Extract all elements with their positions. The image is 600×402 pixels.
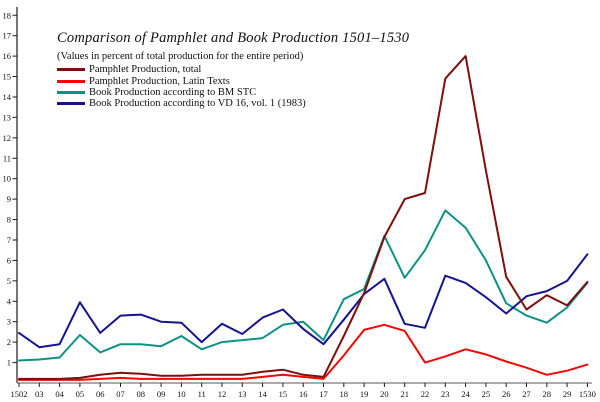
- legend-item: Book Production according to BM STC: [57, 87, 306, 98]
- x-tick-label: 19: [360, 389, 369, 399]
- x-tick-label: 28: [543, 389, 552, 399]
- x-tick-label: 15: [279, 389, 288, 399]
- y-tick-label: 11: [3, 153, 11, 163]
- x-tick-label: 21: [400, 389, 409, 399]
- y-tick-label: 13: [3, 112, 12, 122]
- x-tick-label: 27: [522, 389, 531, 399]
- legend-label: Pamphlet Production, Latin Texts: [89, 75, 230, 87]
- x-tick-label: 1502: [11, 389, 28, 399]
- x-tick-label: 20: [380, 389, 389, 399]
- y-tick-label: 9: [7, 194, 11, 204]
- x-tick-label: 23: [441, 389, 450, 399]
- x-tick-label: 07: [116, 389, 125, 399]
- x-tick-label: 22: [421, 389, 430, 399]
- legend-swatch: [57, 90, 85, 94]
- legend: Pamphlet Production, total Pamphlet Produ…: [57, 64, 306, 110]
- y-tick-label: 4: [7, 296, 12, 306]
- y-tick-label: 1: [7, 358, 11, 368]
- y-tick-label: 18: [3, 10, 12, 20]
- y-tick-label: 12: [3, 133, 12, 143]
- x-tick-label: 1530: [579, 389, 596, 399]
- x-tick-label: 13: [238, 389, 247, 399]
- x-tick-label: 06: [96, 389, 105, 399]
- x-tick-label: 26: [502, 389, 511, 399]
- x-tick-label: 05: [76, 389, 85, 399]
- x-tick-label: 04: [55, 389, 64, 399]
- x-tick-label: 24: [461, 389, 470, 399]
- x-tick-label: 18: [340, 389, 349, 399]
- y-tick-label: 5: [7, 276, 11, 286]
- series-line-pamphlet-production-latin-texts: [18, 323, 589, 381]
- legend-label: Book Production according to VD 16, vol.…: [89, 98, 306, 110]
- x-tick-label: 29: [563, 389, 572, 399]
- y-tick-label: 6: [7, 255, 11, 265]
- legend-item: Pamphlet Production, Latin Texts: [57, 75, 306, 87]
- series-line-book-production-according-to-bm-stc: [18, 209, 589, 362]
- y-tick-label: 8: [7, 215, 11, 225]
- y-tick-label: 2: [7, 337, 11, 347]
- legend-label: Book Production according to BM STC: [89, 86, 257, 98]
- x-tick-label: 12: [218, 389, 227, 399]
- x-tick-label: 08: [137, 389, 146, 399]
- x-tick-label: 25: [482, 389, 491, 399]
- y-tick-label: 10: [3, 174, 12, 184]
- x-tick-label: 03: [35, 389, 44, 399]
- legend-item: Book Production according to VD 16, vol.…: [57, 98, 306, 109]
- y-tick-label: 14: [3, 92, 12, 102]
- y-tick-label: 15: [3, 72, 12, 82]
- legend-swatch: [57, 79, 85, 83]
- legend-item: Pamphlet Production, total: [57, 64, 306, 75]
- y-tick-label: 7: [7, 235, 11, 245]
- legend-swatch: [57, 68, 85, 72]
- chart-subtitle: (Values in percent of total production f…: [57, 51, 304, 62]
- chart-title: Comparison of Pamphlet and Book Producti…: [57, 30, 410, 46]
- y-tick-label: 16: [3, 51, 12, 61]
- x-tick-label: 17: [319, 389, 328, 399]
- x-tick-label: 09: [157, 389, 166, 399]
- legend-label: Pamphlet Production, total: [89, 64, 202, 76]
- x-tick-label: 10: [177, 389, 186, 399]
- x-tick-label: 14: [258, 389, 267, 399]
- x-tick-label: 16: [299, 389, 308, 399]
- legend-swatch: [57, 102, 85, 106]
- y-tick-label: 17: [3, 31, 12, 41]
- series-line-book-production-according-to-vd-16-vol-1-1983: [18, 253, 589, 349]
- x-tick-label: 11: [198, 389, 206, 399]
- series-line-pamphlet-production-total: [18, 55, 589, 380]
- y-tick-label: 3: [7, 317, 11, 327]
